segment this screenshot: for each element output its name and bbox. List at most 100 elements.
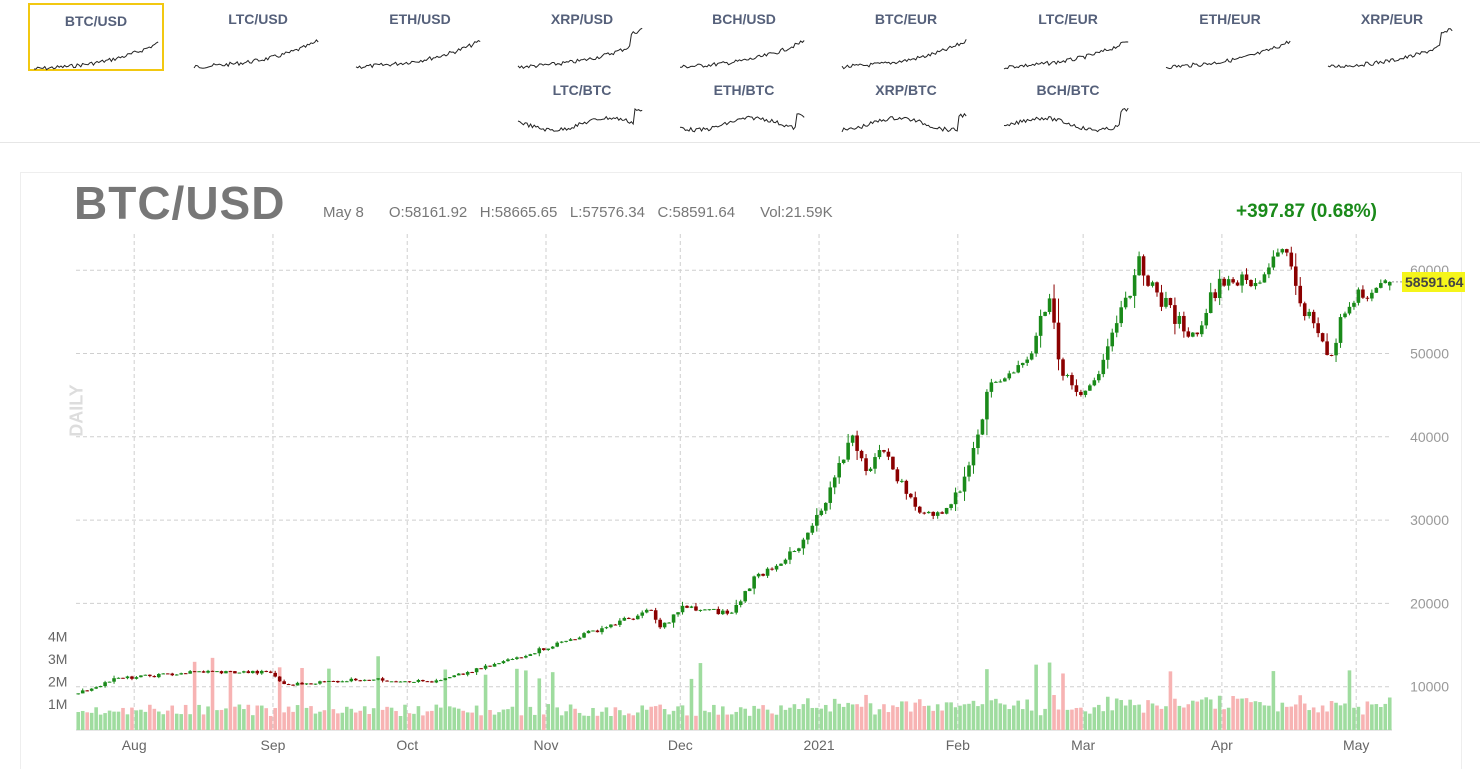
volume-bar — [1370, 704, 1374, 730]
candle-body — [98, 685, 103, 688]
candle-body — [1047, 298, 1052, 312]
candle-body — [183, 673, 188, 675]
volume-bar — [1307, 710, 1311, 730]
volume-bar — [1387, 697, 1392, 730]
volume-bar — [1083, 711, 1088, 730]
candle-body — [1298, 285, 1303, 304]
volume-bar — [680, 705, 685, 730]
candle-body — [895, 469, 900, 482]
pair-xrp-btc[interactable]: XRP/BTC — [838, 74, 974, 142]
candle-body — [707, 609, 712, 611]
sparkline — [33, 41, 159, 71]
candle-body — [367, 679, 371, 681]
volume-bar — [268, 715, 273, 730]
volume-bar — [1293, 704, 1298, 730]
volume-bar — [1226, 707, 1231, 730]
candle-body — [1329, 354, 1334, 356]
candle-body — [112, 678, 116, 682]
pair-bch-btc[interactable]: BCH/BTC — [1000, 74, 1136, 142]
volume-bar — [743, 708, 747, 730]
candle-body — [1029, 353, 1034, 360]
candle-body — [949, 504, 953, 508]
volume-bar — [233, 706, 237, 730]
pair-selector-bar: BTC/USD LTC/USD ETH/USD XRP/USD BCH/USD BTC/E… — [0, 0, 1480, 143]
volume-bar — [752, 705, 756, 730]
candle-body — [1222, 278, 1226, 286]
candle-body — [828, 487, 833, 503]
volume-bar — [1011, 705, 1016, 730]
candle-body — [224, 671, 228, 674]
volume-bar — [524, 670, 528, 730]
volume-bar — [456, 708, 461, 730]
volume-bar — [792, 704, 797, 730]
candle-body — [259, 670, 264, 674]
candle-body — [644, 609, 649, 613]
volume-bar — [501, 709, 506, 730]
volume-bar — [591, 707, 595, 730]
volume-bar — [1105, 696, 1110, 730]
volume-bar — [980, 704, 985, 730]
candle-body — [1302, 303, 1307, 317]
pair-bch-usd[interactable]: BCH/USD — [676, 3, 812, 71]
candle-body — [658, 619, 662, 628]
candle-body — [976, 434, 980, 449]
candle-body — [380, 678, 385, 681]
volume-bar — [900, 701, 904, 730]
pair-eth-btc[interactable]: ETH/BTC — [676, 74, 812, 142]
candle-body — [953, 492, 958, 505]
volume-bar — [828, 711, 833, 730]
candle-body — [318, 681, 322, 684]
candle-body — [340, 681, 345, 683]
pair-ltc-btc[interactable]: LTC/BTC — [514, 74, 650, 142]
volume-bar — [1043, 708, 1047, 730]
candle-body — [685, 605, 689, 608]
pair-btc-usd[interactable]: BTC/USD — [28, 3, 164, 71]
volume-bar — [1038, 715, 1043, 730]
candle-body — [1097, 374, 1101, 381]
pair-ltc-eur[interactable]: LTC/EUR — [1000, 3, 1136, 71]
volume-bar — [806, 698, 810, 730]
sparkline — [680, 40, 805, 69]
pair-ltc-usd[interactable]: LTC/USD — [190, 3, 326, 71]
candle-body — [501, 661, 506, 664]
candle-body — [559, 641, 564, 643]
candle-body — [237, 672, 242, 674]
sparkline — [1003, 41, 1129, 70]
volume-bar — [1029, 710, 1034, 730]
volume-bar — [582, 715, 586, 730]
candle-body — [1213, 292, 1217, 299]
volume-bar — [1186, 704, 1191, 730]
candle-body — [1307, 311, 1311, 317]
volume-bar — [1267, 705, 1271, 730]
volume-bar — [604, 707, 609, 730]
pair-xrp-usd[interactable]: XRP/USD — [514, 3, 650, 71]
volume-bar — [1177, 705, 1182, 730]
pair-eth-eur[interactable]: ETH/EUR — [1162, 3, 1298, 71]
candle-body — [1003, 378, 1007, 382]
candle-body — [394, 681, 398, 683]
volume-bar — [1070, 709, 1074, 730]
volume-bar — [1097, 704, 1101, 730]
volume-bar — [447, 706, 452, 730]
candle-body — [667, 622, 671, 624]
volume-bar — [1249, 702, 1253, 730]
candle-body — [1289, 252, 1294, 267]
candle-body — [743, 591, 747, 602]
pair-xrp-eur[interactable]: XRP/EUR — [1324, 3, 1460, 71]
candle-body — [819, 510, 824, 515]
candle-body — [1141, 256, 1146, 276]
candle-body — [255, 670, 260, 674]
candle-body — [900, 480, 904, 482]
candle-body — [197, 671, 201, 673]
pair-btc-eur[interactable]: BTC/EUR — [838, 3, 974, 71]
candle-body — [1083, 390, 1088, 395]
volume-bar — [76, 712, 81, 730]
volume-bar — [864, 694, 868, 730]
volume-bar — [353, 712, 358, 730]
volume-bar — [765, 709, 770, 730]
volume-bar — [210, 657, 215, 730]
volume-bar — [837, 703, 841, 730]
volume-bar — [627, 713, 631, 730]
pair-eth-usd[interactable]: ETH/USD — [352, 3, 488, 71]
